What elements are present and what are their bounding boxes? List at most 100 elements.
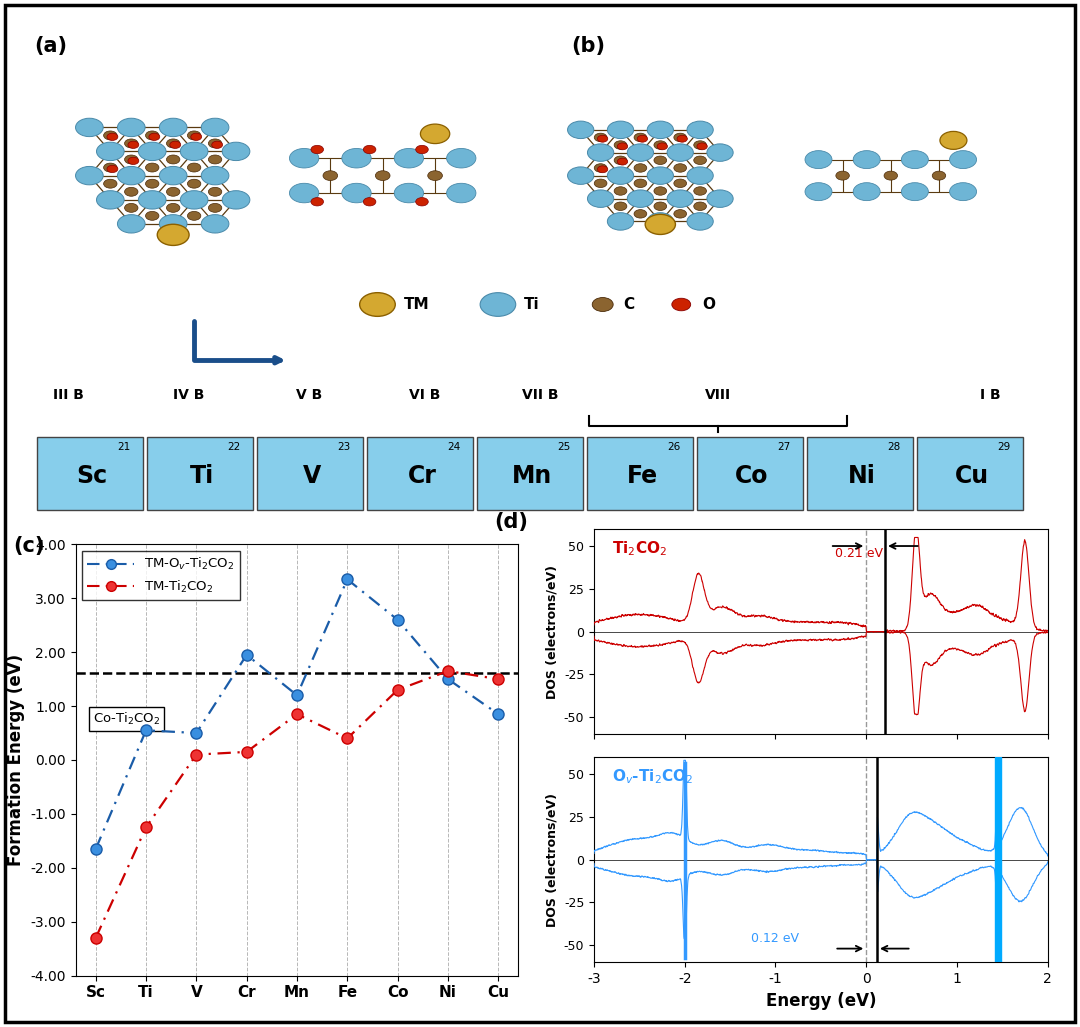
Circle shape bbox=[634, 179, 647, 188]
Circle shape bbox=[674, 163, 687, 173]
Circle shape bbox=[360, 293, 395, 316]
Text: III B: III B bbox=[53, 388, 84, 403]
Text: O$_v$-Ti$_2$CO$_2$: O$_v$-Ti$_2$CO$_2$ bbox=[612, 767, 693, 787]
Circle shape bbox=[637, 136, 648, 142]
Circle shape bbox=[160, 118, 187, 137]
Circle shape bbox=[634, 163, 647, 173]
Text: Mn: Mn bbox=[512, 464, 552, 489]
Circle shape bbox=[654, 187, 666, 195]
Text: Ti: Ti bbox=[524, 297, 540, 312]
Circle shape bbox=[687, 213, 713, 230]
Circle shape bbox=[118, 166, 145, 185]
Y-axis label: DOS (electrons/eV): DOS (electrons/eV) bbox=[545, 565, 558, 698]
Circle shape bbox=[124, 155, 138, 164]
Circle shape bbox=[885, 172, 897, 180]
Circle shape bbox=[138, 191, 166, 210]
Text: VI B: VI B bbox=[409, 388, 441, 403]
Text: 21: 21 bbox=[118, 443, 131, 453]
Circle shape bbox=[618, 158, 627, 165]
Circle shape bbox=[376, 170, 390, 181]
Text: 0.21 eV: 0.21 eV bbox=[835, 547, 883, 560]
Circle shape bbox=[597, 165, 608, 173]
Circle shape bbox=[677, 136, 687, 142]
Text: TM: TM bbox=[404, 297, 429, 312]
Text: 26: 26 bbox=[667, 443, 680, 453]
Text: Ti$_2$CO$_2$: Ti$_2$CO$_2$ bbox=[612, 539, 667, 559]
Circle shape bbox=[657, 143, 667, 150]
Circle shape bbox=[647, 213, 674, 230]
Circle shape bbox=[645, 215, 675, 234]
Circle shape bbox=[212, 141, 222, 149]
FancyBboxPatch shape bbox=[588, 436, 692, 510]
Circle shape bbox=[420, 124, 449, 144]
Circle shape bbox=[594, 179, 607, 188]
Circle shape bbox=[107, 134, 118, 141]
Circle shape bbox=[627, 190, 653, 207]
Circle shape bbox=[188, 131, 201, 140]
Circle shape bbox=[707, 144, 733, 161]
Circle shape bbox=[674, 179, 687, 188]
Circle shape bbox=[96, 142, 124, 160]
Bar bbox=[995, 757, 1001, 962]
Circle shape bbox=[654, 202, 666, 211]
FancyBboxPatch shape bbox=[477, 436, 583, 510]
Circle shape bbox=[416, 146, 429, 154]
Circle shape bbox=[615, 156, 626, 164]
Circle shape bbox=[805, 183, 832, 200]
Circle shape bbox=[201, 215, 229, 233]
Circle shape bbox=[289, 149, 319, 168]
Circle shape bbox=[618, 143, 627, 150]
Circle shape bbox=[447, 149, 476, 168]
Circle shape bbox=[96, 191, 124, 210]
FancyBboxPatch shape bbox=[807, 436, 913, 510]
Circle shape bbox=[674, 210, 687, 218]
Circle shape bbox=[166, 203, 180, 213]
Circle shape bbox=[127, 141, 139, 149]
Text: 27: 27 bbox=[778, 443, 791, 453]
Circle shape bbox=[902, 183, 929, 200]
Circle shape bbox=[208, 187, 221, 196]
Circle shape bbox=[342, 149, 372, 168]
Circle shape bbox=[592, 298, 613, 311]
Circle shape bbox=[687, 121, 713, 139]
Text: Sc: Sc bbox=[77, 464, 108, 489]
Circle shape bbox=[201, 118, 229, 137]
Circle shape bbox=[672, 298, 691, 311]
Legend: TM-O$_v$-Ti$_2$CO$_2$, TM-Ti$_2$CO$_2$: TM-O$_v$-Ti$_2$CO$_2$, TM-Ti$_2$CO$_2$ bbox=[82, 550, 240, 600]
Circle shape bbox=[634, 210, 647, 218]
Circle shape bbox=[166, 139, 180, 148]
Circle shape bbox=[76, 166, 104, 185]
Circle shape bbox=[146, 180, 159, 188]
Circle shape bbox=[222, 142, 249, 160]
Circle shape bbox=[607, 167, 634, 185]
Circle shape bbox=[836, 172, 849, 180]
Circle shape bbox=[191, 134, 202, 141]
FancyBboxPatch shape bbox=[697, 436, 802, 510]
Text: I B: I B bbox=[980, 388, 1000, 403]
Circle shape bbox=[160, 166, 187, 185]
Circle shape bbox=[208, 155, 221, 164]
Circle shape bbox=[104, 131, 117, 140]
Text: 24: 24 bbox=[447, 443, 460, 453]
Circle shape bbox=[667, 190, 693, 207]
Circle shape bbox=[615, 141, 626, 149]
Circle shape bbox=[568, 167, 594, 185]
Circle shape bbox=[949, 183, 976, 200]
Circle shape bbox=[940, 131, 967, 149]
Circle shape bbox=[416, 197, 429, 206]
Circle shape bbox=[949, 151, 976, 168]
Y-axis label: DOS (electrons/eV): DOS (electrons/eV) bbox=[545, 793, 558, 926]
Text: (b): (b) bbox=[571, 36, 605, 56]
Circle shape bbox=[170, 141, 180, 149]
Circle shape bbox=[627, 144, 653, 161]
Circle shape bbox=[188, 212, 201, 221]
Circle shape bbox=[674, 134, 687, 142]
Circle shape bbox=[138, 142, 166, 160]
Circle shape bbox=[853, 183, 880, 200]
Circle shape bbox=[208, 203, 221, 213]
Circle shape bbox=[208, 139, 221, 148]
Text: IV B: IV B bbox=[173, 388, 204, 403]
Circle shape bbox=[127, 157, 139, 164]
FancyBboxPatch shape bbox=[147, 436, 253, 510]
Circle shape bbox=[166, 187, 180, 196]
